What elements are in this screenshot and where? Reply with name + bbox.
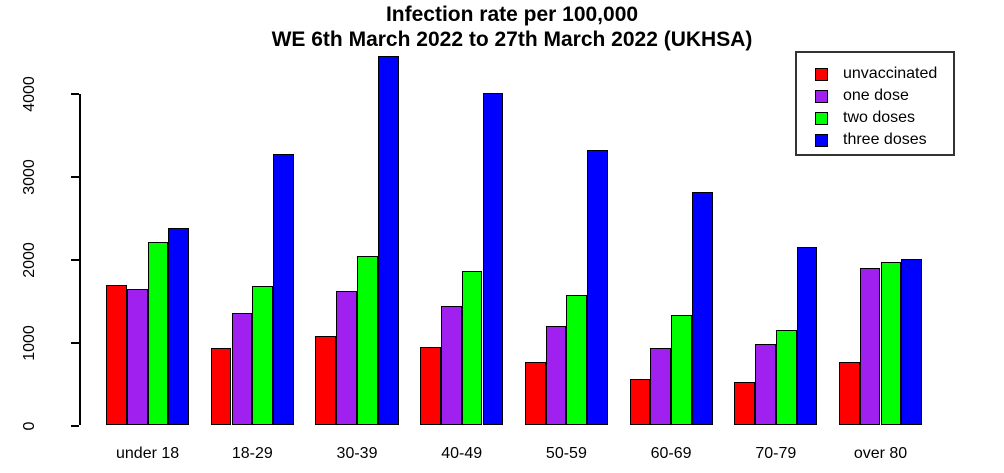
y-tick-label: 1000 <box>21 324 38 361</box>
y-axis-tick <box>71 424 79 427</box>
bar-three-doses-60-69 <box>691 192 713 426</box>
x-category-label: 18-29 <box>231 445 273 462</box>
bar-unvaccinated-70-79 <box>734 382 755 426</box>
legend-label: two doses <box>843 109 916 126</box>
y-tick-label: 0 <box>21 421 38 430</box>
y-axis-line <box>79 94 81 426</box>
bar-one-dose-18-29 <box>231 312 253 426</box>
bar-two-doses-18-29 <box>252 285 274 426</box>
legend-swatch-icon <box>815 67 828 81</box>
chart-title: Infection rate per 100,000 <box>385 3 639 26</box>
bar-one-dose-over-80 <box>859 268 881 426</box>
x-category-label: 50-59 <box>545 445 587 462</box>
bar-two-doses-50-59 <box>566 294 588 426</box>
bar-two-doses-60-69 <box>671 315 692 426</box>
x-category-label: 70-79 <box>755 445 797 462</box>
bar-one-dose-50-59 <box>545 326 567 426</box>
legend-swatch-icon <box>815 133 828 147</box>
legend-item-one-dose: one dose <box>815 85 953 107</box>
y-axis-tick <box>71 341 79 344</box>
bar-one-dose-40-49 <box>440 306 462 426</box>
x-category-label: under 18 <box>116 445 180 462</box>
bar-three-doses-18-29 <box>273 153 294 426</box>
legend-swatch-icon <box>815 111 828 125</box>
bar-two-doses-over-80 <box>880 261 902 426</box>
bar-three-doses-40-49 <box>482 92 504 426</box>
legend-label: three doses <box>843 131 927 148</box>
bar-two-doses-40-49 <box>461 270 483 426</box>
legend-item-three-doses: three doses <box>815 129 953 151</box>
legend-item-unvaccinated: unvaccinated <box>815 63 953 85</box>
bar-unvaccinated-30-39 <box>315 336 337 426</box>
y-axis-tick <box>71 176 79 179</box>
y-axis-tick <box>71 93 79 96</box>
bar-three-doses-under-18 <box>168 227 190 426</box>
legend-swatch-icon <box>815 89 828 103</box>
y-tick-label: 3000 <box>21 159 38 195</box>
legend-item-two-doses: two doses <box>815 107 953 129</box>
y-axis-tick <box>71 258 79 261</box>
chart-subtitle: WE 6th March 2022 to 27th March 2022 (UK… <box>271 28 753 52</box>
bar-unvaccinated-50-59 <box>524 361 546 426</box>
bar-unvaccinated-60-69 <box>629 379 651 426</box>
bar-one-dose-30-39 <box>336 290 357 426</box>
bar-two-doses-under-18 <box>147 241 169 426</box>
legend-label: unvaccinated <box>843 65 938 82</box>
bar-three-doses-50-59 <box>587 149 608 426</box>
bar-unvaccinated-40-49 <box>420 346 441 426</box>
y-tick-label: 2000 <box>21 242 38 278</box>
legend: unvaccinated one dose two doses three doses <box>795 51 955 156</box>
bar-unvaccinated-under-18 <box>106 284 127 426</box>
legend-label: one dose <box>843 87 909 104</box>
bar-two-doses-30-39 <box>357 255 378 426</box>
bar-unvaccinated-18-29 <box>210 347 232 426</box>
bar-one-dose-60-69 <box>650 347 672 426</box>
bar-unvaccinated-over-80 <box>838 361 860 426</box>
bar-one-dose-under-18 <box>126 288 148 426</box>
bar-three-doses-70-79 <box>796 246 818 426</box>
bar-three-doses-30-39 <box>377 56 399 426</box>
x-category-label: 60-69 <box>650 445 692 462</box>
x-category-label: 30-39 <box>336 445 378 462</box>
x-category-label: over 80 <box>853 445 908 462</box>
bar-one-dose-70-79 <box>755 343 776 426</box>
bar-three-doses-over-80 <box>901 259 923 426</box>
title-block: Infection rate per 100,000 WE 6th March … <box>40 2 984 53</box>
bar-two-doses-70-79 <box>775 330 797 426</box>
y-tick-label: 4000 <box>21 76 38 113</box>
x-category-label: 40-49 <box>441 445 483 462</box>
